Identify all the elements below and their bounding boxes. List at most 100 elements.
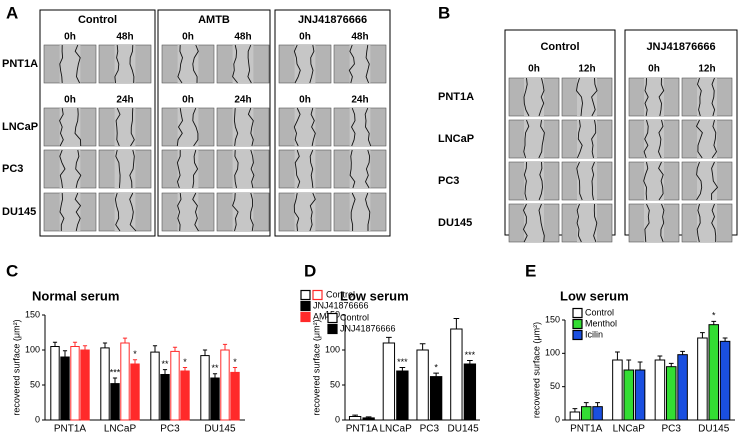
micrograph-shade	[59, 150, 81, 188]
wound-edge	[250, 149, 255, 189]
wound-edge	[523, 77, 530, 117]
bar	[110, 383, 120, 421]
x-tick-label: PNT1A	[54, 424, 87, 435]
panel-letter: B	[438, 3, 450, 22]
error-bar	[152, 345, 158, 353]
bar	[170, 350, 180, 421]
error-bar	[122, 337, 128, 343]
legend-label: Icilin	[585, 329, 603, 339]
bar	[396, 370, 409, 421]
y-tick-label: 50	[330, 379, 340, 389]
error-bar	[112, 377, 118, 384]
bar	[580, 406, 592, 421]
error-bar	[657, 355, 663, 360]
micrograph-shade	[524, 162, 544, 200]
micrograph-shade	[697, 78, 717, 116]
error-bar	[162, 369, 168, 375]
chart-title: Low serum	[340, 288, 409, 303]
significance: ***	[465, 350, 476, 360]
wound-edge	[658, 77, 665, 117]
error-bar	[232, 367, 238, 373]
error-bar	[182, 367, 188, 371]
bar	[654, 359, 666, 421]
group-label: Control	[540, 41, 579, 53]
wound-edge	[176, 107, 183, 147]
error-bar	[222, 343, 228, 350]
bar	[362, 417, 375, 421]
time-label: 12h	[698, 64, 715, 75]
bar	[592, 406, 603, 421]
wound-edge	[177, 44, 183, 84]
wound-edge	[660, 203, 665, 243]
row-label: LNCaP	[2, 121, 38, 133]
wound-edge	[591, 119, 597, 159]
wound-edge	[74, 192, 82, 232]
error-bar	[615, 351, 620, 360]
wound-edge	[192, 192, 199, 232]
wound-edge	[192, 107, 199, 147]
micrograph-shade	[697, 204, 717, 242]
micrograph-shade	[114, 193, 136, 231]
bar	[200, 355, 210, 421]
wound-edge	[130, 107, 135, 147]
bar	[120, 342, 130, 421]
micrograph-shade	[177, 150, 199, 188]
legend-swatch	[312, 289, 323, 301]
wound-edge	[192, 44, 199, 84]
row-label: PNT1A	[438, 91, 474, 103]
wound-edge	[364, 107, 372, 147]
error-bar	[365, 416, 372, 418]
legend-swatch	[327, 312, 338, 324]
time-label: 24h	[351, 95, 368, 106]
wound-edge	[696, 161, 703, 201]
y-tick-label: 0	[555, 414, 560, 424]
legend-label: AMTB	[313, 311, 338, 321]
micrograph-shade	[177, 193, 199, 231]
wound-edge	[644, 77, 649, 117]
group-label: JNJ41876666	[646, 41, 715, 53]
x-tick-label: PC3	[160, 424, 180, 435]
micrograph-shade	[59, 108, 81, 146]
time-label: 48h	[234, 32, 251, 43]
bar	[150, 351, 160, 421]
wound-edge	[711, 203, 717, 242]
time-label: 0h	[182, 32, 194, 43]
wound-edge	[593, 203, 598, 243]
significance: *	[183, 357, 187, 367]
significance: *	[233, 357, 237, 367]
x-tick-label: PNT1A	[570, 424, 603, 435]
wound-edge	[247, 44, 252, 84]
y-tick-label: 100	[25, 344, 40, 354]
micrograph-shade	[114, 108, 136, 146]
error-bar	[700, 332, 705, 338]
error-bar	[626, 359, 632, 370]
time-label: 0h	[299, 32, 311, 43]
x-tick-label: DU145	[204, 424, 236, 435]
wound-edge	[247, 107, 254, 147]
time-label: 12h	[578, 64, 595, 75]
wound-edge	[365, 192, 371, 231]
wound-edge	[695, 119, 703, 159]
bar	[634, 369, 646, 421]
micrograph-shade	[294, 108, 316, 146]
legend-label: Control	[340, 312, 369, 322]
significance: *	[712, 311, 716, 321]
wound-edge	[522, 203, 528, 243]
wound-edge	[591, 161, 595, 201]
micrograph-shade	[644, 162, 664, 200]
group-label: Control	[78, 14, 117, 26]
y-tick-label: 0	[335, 414, 340, 424]
error-bar	[595, 402, 600, 407]
wound-edge	[114, 44, 120, 84]
wound-edge	[538, 203, 545, 243]
bar	[450, 328, 463, 421]
bar	[623, 369, 635, 421]
row-label: DU145	[438, 217, 472, 229]
x-tick-label: PNT1A	[346, 424, 379, 435]
wound-edge	[59, 107, 64, 147]
micrograph-shade	[114, 150, 136, 188]
wound-edge	[697, 77, 702, 117]
x-tick-label: DU145	[448, 424, 480, 435]
bar	[665, 366, 677, 421]
time-label: 24h	[234, 95, 251, 106]
